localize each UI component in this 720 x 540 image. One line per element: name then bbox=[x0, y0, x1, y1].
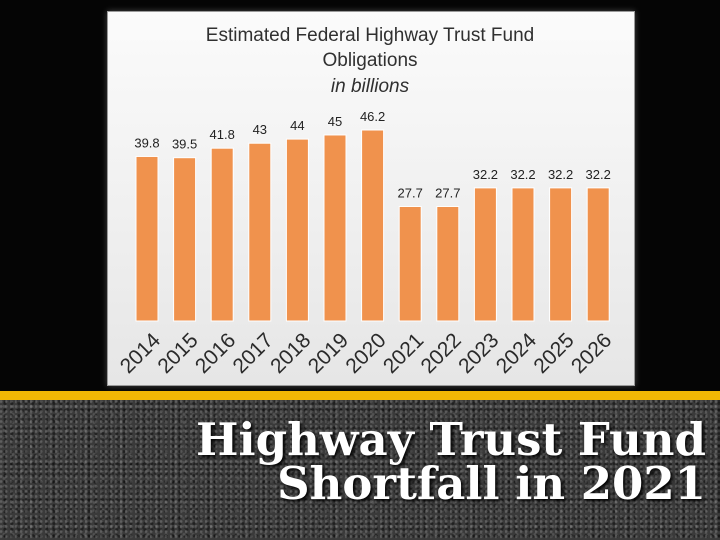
x-tick-2025: 2025 bbox=[529, 329, 578, 378]
asphalt-background bbox=[0, 400, 720, 540]
x-tick-2015: 2015 bbox=[153, 329, 202, 378]
bar-2018 bbox=[285, 138, 309, 322]
data-label-2025: 32.2 bbox=[548, 167, 573, 182]
x-tick-2026: 2026 bbox=[567, 329, 616, 378]
bar-2015 bbox=[173, 157, 197, 322]
x-tick-2020: 2020 bbox=[341, 329, 390, 378]
x-tick-2014: 2014 bbox=[116, 329, 166, 379]
slide-title-line1: Highway Trust Fund bbox=[196, 413, 706, 466]
data-label-2017: 43 bbox=[253, 122, 267, 137]
x-tick-2018: 2018 bbox=[266, 329, 315, 378]
bar-2022 bbox=[436, 205, 460, 322]
data-label-2023: 32.2 bbox=[473, 167, 498, 182]
chart-panel: Estimated Federal Highway Trust Fund Obl… bbox=[107, 11, 635, 386]
bar-2014 bbox=[135, 155, 159, 322]
chart-title: Estimated Federal Highway Trust Fund bbox=[206, 25, 534, 46]
chart-title-line2: Obligations bbox=[322, 50, 417, 71]
data-label-2026: 32.2 bbox=[586, 167, 611, 182]
data-label-2020: 46.2 bbox=[360, 109, 385, 124]
data-label-2021: 27.7 bbox=[398, 185, 423, 200]
x-tick-2016: 2016 bbox=[191, 329, 240, 378]
data-label-2018: 44 bbox=[290, 118, 304, 133]
x-tick-2017: 2017 bbox=[229, 329, 278, 378]
x-tick-2021: 2021 bbox=[379, 329, 428, 378]
slide-title: Highway Trust Fund Shortfall in 2021 bbox=[146, 413, 706, 510]
x-tick-2023: 2023 bbox=[454, 329, 503, 378]
chart-subtitle: in billions bbox=[331, 76, 410, 97]
bar-2021 bbox=[398, 205, 422, 322]
bar-2023 bbox=[473, 187, 497, 322]
bar-2024 bbox=[511, 187, 535, 322]
data-label-2016: 41.8 bbox=[210, 127, 235, 142]
x-tick-2024: 2024 bbox=[492, 329, 542, 379]
gold-stripe bbox=[0, 391, 720, 400]
data-label-2024: 32.2 bbox=[510, 167, 535, 182]
bar-2016 bbox=[210, 147, 234, 322]
data-label-2019: 45 bbox=[328, 114, 342, 129]
slide-title-line2: Shortfall in 2021 bbox=[277, 457, 706, 510]
bar-2025 bbox=[549, 187, 573, 322]
bar-2019 bbox=[323, 134, 347, 322]
bar-2017 bbox=[248, 142, 272, 322]
bar-2020 bbox=[361, 129, 385, 322]
x-tick-2022: 2022 bbox=[417, 329, 466, 378]
bar-chart: Estimated Federal Highway Trust Fund Obl… bbox=[116, 25, 616, 379]
data-label-2014: 39.8 bbox=[134, 135, 159, 150]
data-label-2022: 27.7 bbox=[435, 185, 460, 200]
x-tick-2019: 2019 bbox=[304, 329, 353, 378]
bar-2026 bbox=[586, 187, 610, 322]
data-label-2015: 39.5 bbox=[172, 137, 197, 152]
